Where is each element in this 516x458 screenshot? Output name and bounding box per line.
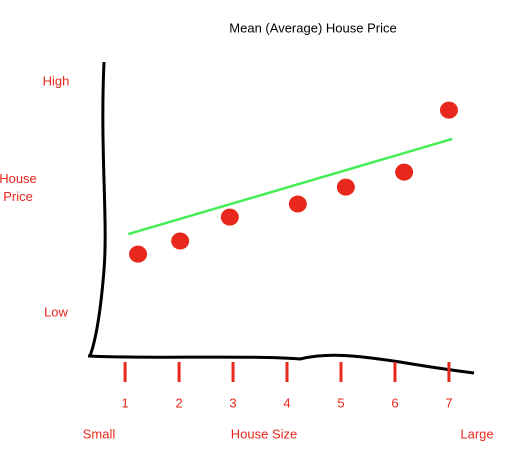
y-axis bbox=[88, 61, 107, 357]
x-tick-label: 6 bbox=[391, 395, 398, 410]
point bbox=[171, 232, 190, 250]
point bbox=[129, 245, 148, 263]
x-axis-label: House Size bbox=[231, 426, 297, 441]
point bbox=[288, 195, 307, 213]
trend-line bbox=[127, 137, 453, 236]
point bbox=[395, 163, 414, 181]
point bbox=[220, 208, 239, 226]
point bbox=[336, 178, 355, 196]
y-tick-label: High bbox=[43, 73, 70, 88]
x-tick-label: 7 bbox=[445, 395, 452, 410]
x-tick-label: 2 bbox=[175, 395, 182, 410]
point bbox=[439, 101, 458, 119]
y-axis-label: House Price bbox=[0, 171, 37, 204]
annotation: Large bbox=[460, 426, 493, 441]
x-tick-label: 3 bbox=[229, 395, 236, 410]
annotation: Small bbox=[83, 426, 116, 441]
chart-title: Mean (Average) House Price bbox=[229, 20, 396, 35]
x-tick-label: 5 bbox=[337, 395, 344, 410]
x-tick-label: 1 bbox=[121, 395, 128, 410]
x-tick-label: 4 bbox=[283, 395, 290, 410]
y-tick-label: Low bbox=[44, 304, 68, 319]
x-axis bbox=[87, 353, 475, 375]
